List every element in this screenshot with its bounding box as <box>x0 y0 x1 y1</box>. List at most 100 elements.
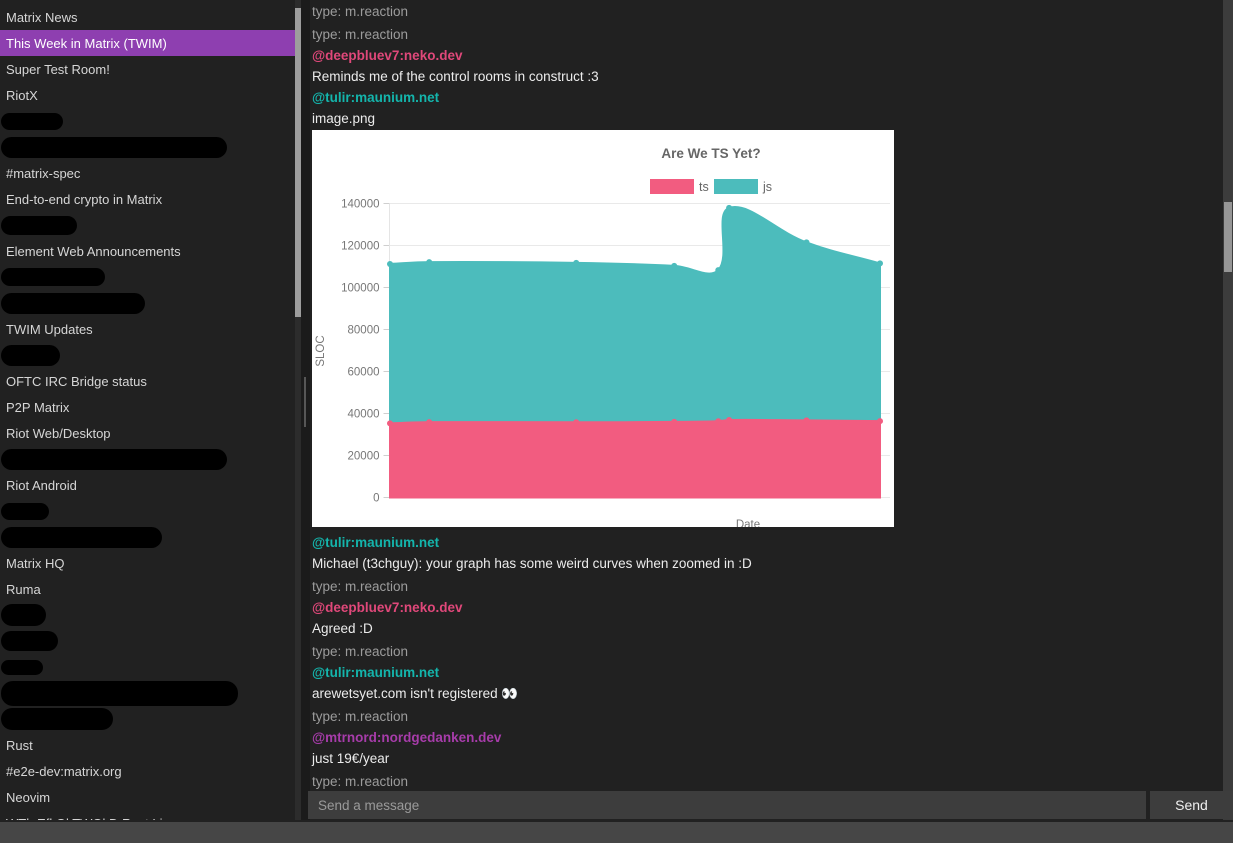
svg-text:Date: Date <box>736 519 760 527</box>
room-name: End-to-end crypto in Matrix <box>6 191 163 207</box>
are-we-ts-yet-chart: 0 20000 40000 60000 80000 100000 120000 140000 A… <box>312 130 894 527</box>
message-input[interactable] <box>308 791 1146 819</box>
message-sender[interactable]: @mtrnord:nordgedanken.dev <box>312 730 502 745</box>
room-list-item-redacted[interactable] <box>0 680 295 706</box>
timeline-scrollbar-thumb[interactable] <box>1224 202 1232 272</box>
room-list-item-redacted[interactable] <box>0 264 295 290</box>
svg-text:js: js <box>762 180 772 194</box>
room-list-item[interactable]: Element Web Announcements <box>0 238 295 264</box>
message-body: image.png <box>312 111 376 126</box>
room-name: WTh Efl Gl TWGl D Rust Li <box>6 816 163 821</box>
room-list-item[interactable]: Riot Web/Desktop <box>0 420 295 446</box>
redaction-bar <box>1 708 113 730</box>
redaction-bar <box>1 631 58 651</box>
room-list-item-redacted[interactable] <box>0 108 295 134</box>
message-timeline: type: m.reaction type: m.reaction @deepbl… <box>310 0 1223 820</box>
room-list-item-redacted[interactable] <box>0 602 295 628</box>
svg-text:100000: 100000 <box>341 283 379 295</box>
room-list-scrollbar[interactable] <box>295 0 301 820</box>
timeline-scrollbar[interactable] <box>1223 0 1233 820</box>
room-list-item[interactable]: Riot Android <box>0 472 295 498</box>
room-list-item-redacted[interactable] <box>0 706 295 732</box>
room-list-item[interactable]: #e2e-dev:matrix.org <box>0 758 295 784</box>
room-name: OFTC IRC Bridge status <box>6 373 147 389</box>
room-list-item-redacted[interactable] <box>0 342 295 368</box>
room-name: Element Web Announcements <box>6 243 181 259</box>
message-sender[interactable]: @deepbluev7:neko.dev <box>312 48 463 63</box>
room-list-item[interactable]: Matrix HQ <box>0 550 295 576</box>
message: @deepbluev7:neko.dev Reminds me of the c… <box>312 46 1223 88</box>
redaction-bar <box>1 502 49 520</box>
room-list-item[interactable]: End-to-end crypto in Matrix <box>0 186 295 212</box>
message-sender[interactable]: @deepbluev7:neko.dev <box>312 600 463 615</box>
room-list-item-redacted[interactable] <box>0 290 295 316</box>
pane-splitter[interactable] <box>301 0 310 820</box>
room-list-item[interactable]: #matrix-spec <box>0 160 295 186</box>
room-list-item[interactable]: This Week in Matrix (TWIM) <box>0 30 295 56</box>
room-list-item[interactable]: Rust <box>0 732 295 758</box>
event-line: type: m.reaction <box>312 709 409 724</box>
room-list-item[interactable]: OFTC IRC Bridge status <box>0 368 295 394</box>
svg-text:0: 0 <box>373 493 379 505</box>
message-body: Michael (t3chguy): your graph has some w… <box>312 556 752 571</box>
message-body: just 19€/year <box>312 751 390 766</box>
svg-text:Are We TS Yet?: Are We TS Yet? <box>661 146 760 161</box>
message-sender[interactable]: @tulir:maunium.net <box>312 90 440 105</box>
redaction-bar <box>1 659 43 675</box>
room-name: Matrix News <box>6 9 78 25</box>
message-sender[interactable]: @tulir:maunium.net <box>312 665 440 680</box>
attached-image[interactable]: 0 20000 40000 60000 80000 100000 120000 140000 A… <box>312 130 894 527</box>
svg-text:SLOC: SLOC <box>315 335 327 366</box>
event-line: type: m.reaction <box>312 644 409 659</box>
room-name: Riot Android <box>6 477 77 493</box>
room-list-item[interactable]: Matrix News <box>0 4 295 30</box>
redaction-bar <box>1 680 238 706</box>
room-name: This Week in Matrix (TWIM) <box>6 35 167 51</box>
svg-text:20000: 20000 <box>348 451 380 463</box>
room-name: #matrix-spec <box>6 165 81 181</box>
pane-splitter-handle[interactable] <box>304 377 306 427</box>
redaction-bar <box>1 112 63 130</box>
room-list-item[interactable]: Ruma <box>0 576 295 602</box>
redaction-bar <box>1 604 46 626</box>
room-list-item-redacted[interactable] <box>0 134 295 160</box>
room-list-item[interactable]: WTh Efl Gl TWGl D Rust Li <box>0 810 295 821</box>
message-sender[interactable]: @tulir:maunium.net <box>312 535 440 550</box>
message: @deepbluev7:neko.dev Agreed :D <box>312 598 1223 640</box>
room-list-item[interactable]: RiotX <box>0 82 295 108</box>
event-line: type: m.reaction <box>312 4 409 19</box>
room-name: Ruma <box>6 581 41 597</box>
redaction-bar <box>1 448 227 470</box>
room-name: #e2e-dev:matrix.org <box>6 763 122 779</box>
room-name: P2P Matrix <box>6 399 70 415</box>
svg-text:80000: 80000 <box>348 325 380 337</box>
room-name: RiotX <box>6 87 38 103</box>
event-line: type: m.reaction <box>312 774 409 789</box>
redaction-bar <box>1 268 105 286</box>
room-list-item[interactable]: P2P Matrix <box>0 394 295 420</box>
message-body: arewetsyet.com isn't registered 👀 <box>312 685 519 701</box>
send-button[interactable]: Send <box>1150 791 1233 819</box>
room-list-item-redacted[interactable] <box>0 498 295 524</box>
message-body: Reminds me of the control rooms in const… <box>312 69 599 84</box>
room-list-scrollbar-thumb[interactable] <box>295 8 301 317</box>
room-list: Matrix News This Week in Matrix (TWIM) S… <box>0 0 295 820</box>
window-bottom-strip <box>0 822 1233 843</box>
svg-text:120000: 120000 <box>341 241 379 253</box>
svg-text:40000: 40000 <box>348 409 380 421</box>
message-body: Agreed :D <box>312 621 373 636</box>
room-list-item-redacted[interactable] <box>0 446 295 472</box>
room-list-item-redacted[interactable] <box>0 654 295 680</box>
svg-text:140000: 140000 <box>341 199 379 211</box>
message: @tulir:maunium.net Michael (t3chguy): yo… <box>312 533 1223 575</box>
room-list-item-redacted[interactable] <box>0 628 295 654</box>
room-list-item[interactable]: Super Test Room! <box>0 56 295 82</box>
redaction-bar <box>1 526 162 548</box>
room-list-item-redacted[interactable] <box>0 524 295 550</box>
redaction-bar <box>1 136 227 158</box>
svg-text:ts: ts <box>699 180 709 194</box>
room-list-item[interactable]: TWIM Updates <box>0 316 295 342</box>
redaction-bar <box>1 292 145 314</box>
room-list-item[interactable]: Neovim <box>0 784 295 810</box>
room-list-item-redacted[interactable] <box>0 212 295 238</box>
